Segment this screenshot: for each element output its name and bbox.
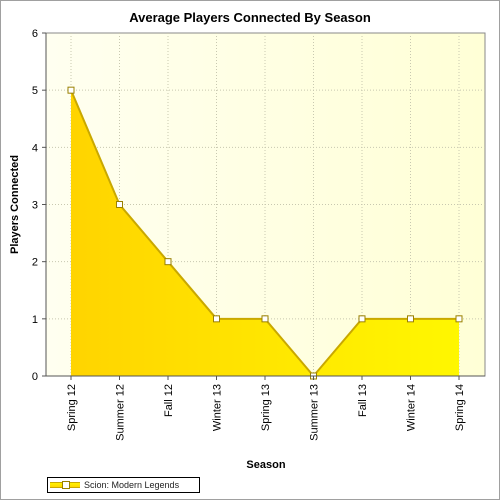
y-tick-label: 2: [32, 257, 38, 269]
data-point: [213, 315, 220, 323]
y-tick-label: 4: [32, 142, 38, 154]
x-axis-label: Season: [246, 459, 285, 471]
x-tick-label: Summer 12: [115, 384, 127, 441]
chart-title: Average Players Connected By Season: [129, 10, 371, 25]
data-point: [261, 315, 269, 323]
x-tick-label: Winter 13: [212, 384, 224, 431]
legend-label: Scion: Modern Legends: [84, 480, 180, 490]
legend: Scion: Modern Legends: [47, 477, 200, 493]
x-tick-label: Spring 14: [454, 384, 466, 431]
data-point: [164, 258, 172, 266]
x-tick-label: Winter 14: [406, 384, 418, 431]
y-tick-label: 1: [32, 314, 38, 326]
data-point: [116, 201, 123, 208]
y-axis-label: Players Connected: [9, 155, 21, 254]
x-tick-label: Summer 13: [309, 384, 321, 441]
x-tick-label: Spring 13: [260, 384, 272, 431]
y-tick-label: 6: [32, 28, 38, 40]
x-tick-label: Spring 12: [66, 384, 78, 431]
data-point: [455, 315, 463, 323]
y-tick-label: 5: [32, 85, 38, 97]
data-point: [358, 315, 366, 323]
y-tick-label: 3: [32, 200, 38, 212]
data-point: [67, 86, 75, 94]
y-tick-label: 0: [32, 371, 38, 383]
series-area: [71, 90, 459, 377]
legend-swatch: [50, 480, 80, 490]
x-tick-label: Fall 12: [163, 384, 175, 417]
data-point: [407, 315, 414, 323]
x-tick-label: Fall 13: [357, 384, 369, 417]
